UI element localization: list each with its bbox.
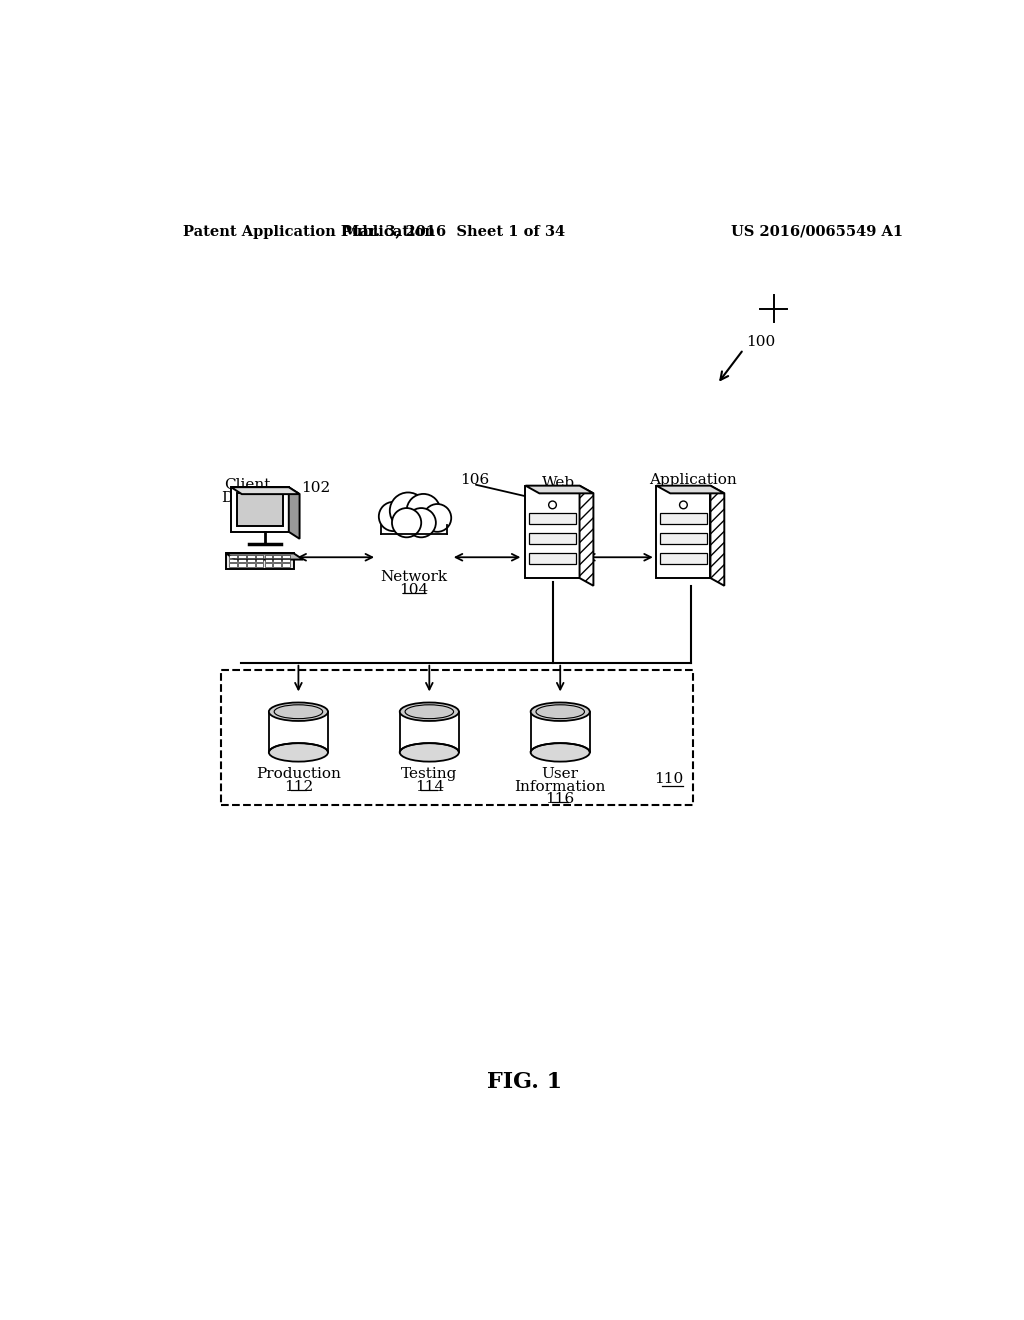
Bar	[264, 558, 272, 562]
Text: Client: Client	[224, 478, 270, 492]
Polygon shape	[525, 486, 580, 578]
Circle shape	[680, 502, 687, 508]
Circle shape	[392, 508, 421, 537]
Text: 114: 114	[415, 780, 444, 793]
Text: Server: Server	[667, 486, 719, 500]
Bar	[238, 564, 246, 566]
Polygon shape	[289, 487, 300, 539]
Text: 106: 106	[460, 474, 489, 487]
Bar	[221, 671, 692, 805]
Text: US 2016/0065549 A1: US 2016/0065549 A1	[731, 224, 903, 239]
Bar	[264, 554, 272, 558]
Bar	[256, 554, 263, 558]
Circle shape	[407, 508, 436, 537]
Polygon shape	[530, 711, 590, 752]
Text: 116: 116	[546, 792, 574, 807]
Ellipse shape	[269, 743, 328, 762]
Bar	[229, 558, 237, 562]
Ellipse shape	[399, 702, 459, 721]
Bar	[247, 554, 255, 558]
Bar	[529, 513, 575, 524]
Bar	[256, 564, 263, 566]
Polygon shape	[226, 553, 294, 569]
Text: Application: Application	[649, 473, 736, 487]
Circle shape	[424, 504, 452, 532]
Polygon shape	[231, 487, 300, 494]
Polygon shape	[580, 486, 593, 586]
Bar	[238, 558, 246, 562]
Text: 110: 110	[654, 772, 683, 785]
Ellipse shape	[530, 702, 590, 721]
Text: Information: Information	[514, 780, 606, 793]
Bar	[660, 533, 707, 544]
Circle shape	[379, 502, 409, 531]
Text: User: User	[542, 767, 579, 781]
Ellipse shape	[399, 743, 459, 762]
Circle shape	[549, 502, 556, 508]
Text: Patent Application Publication: Patent Application Publication	[183, 224, 435, 239]
Text: 112: 112	[284, 780, 313, 793]
Bar	[273, 554, 282, 558]
Bar	[660, 513, 707, 524]
Bar	[529, 553, 575, 564]
Bar	[264, 564, 272, 566]
Text: Mar. 3, 2016  Sheet 1 of 34: Mar. 3, 2016 Sheet 1 of 34	[343, 224, 565, 239]
Ellipse shape	[530, 743, 590, 762]
Polygon shape	[711, 486, 724, 586]
Text: Device: Device	[221, 491, 273, 506]
Text: Web: Web	[542, 475, 575, 490]
Bar	[283, 564, 290, 566]
Polygon shape	[399, 711, 459, 752]
Bar	[273, 558, 282, 562]
Bar	[256, 558, 263, 562]
Polygon shape	[525, 486, 593, 494]
Text: Production: Production	[256, 767, 341, 781]
Bar	[247, 558, 255, 562]
Text: Network: Network	[380, 570, 447, 585]
Bar	[247, 564, 255, 566]
Bar	[273, 564, 282, 566]
Bar	[283, 558, 290, 562]
Text: FIG. 1: FIG. 1	[487, 1072, 562, 1093]
Polygon shape	[656, 486, 711, 578]
Polygon shape	[226, 553, 303, 560]
Text: 100: 100	[746, 335, 776, 348]
Bar	[529, 533, 575, 544]
Bar	[283, 554, 290, 558]
Polygon shape	[238, 494, 283, 525]
Text: 104: 104	[399, 583, 429, 598]
Text: 102: 102	[301, 480, 331, 495]
Polygon shape	[269, 711, 328, 752]
Polygon shape	[656, 486, 724, 494]
Polygon shape	[231, 487, 289, 532]
Bar	[378, 516, 451, 537]
Text: Server: Server	[532, 488, 585, 502]
Text: Testing: Testing	[401, 767, 458, 781]
Circle shape	[390, 492, 426, 529]
Bar	[229, 554, 237, 558]
Bar	[660, 553, 707, 564]
Bar	[229, 564, 237, 566]
Ellipse shape	[269, 702, 328, 721]
Circle shape	[407, 494, 440, 528]
Bar	[238, 554, 246, 558]
